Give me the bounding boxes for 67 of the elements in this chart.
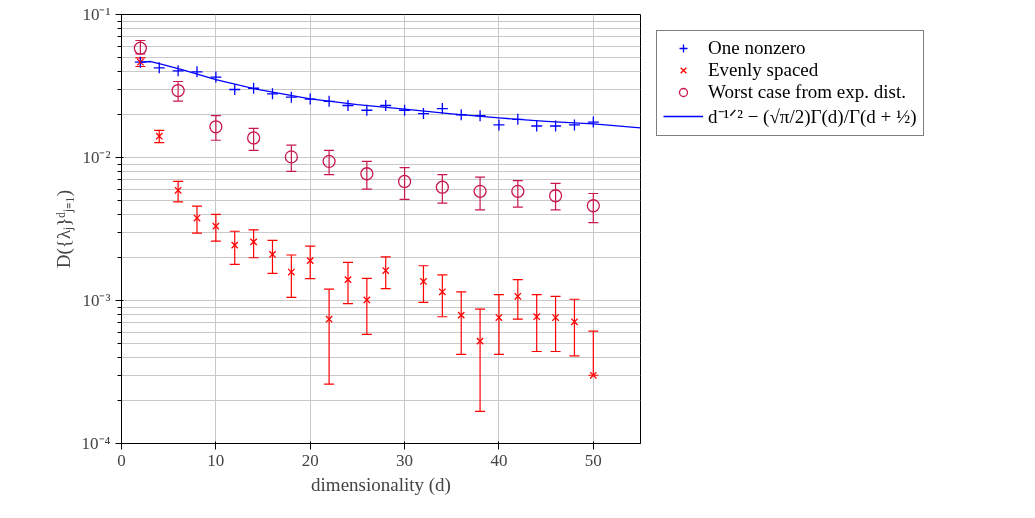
point bbox=[287, 268, 296, 276]
point bbox=[304, 92, 317, 106]
point bbox=[549, 119, 562, 133]
point bbox=[397, 174, 412, 189]
point bbox=[398, 104, 411, 117]
legend-label: Worst case from exp. dist. bbox=[708, 81, 906, 103]
point bbox=[266, 87, 279, 100]
point bbox=[171, 64, 185, 77]
legend-label: Evenly spaced bbox=[708, 59, 819, 81]
point bbox=[284, 150, 298, 164]
point bbox=[325, 315, 333, 324]
point bbox=[530, 119, 543, 133]
point bbox=[228, 83, 241, 96]
point bbox=[341, 99, 355, 112]
x-tick-label: 30 bbox=[396, 450, 414, 470]
point bbox=[360, 167, 374, 181]
point bbox=[230, 241, 239, 249]
point bbox=[246, 131, 261, 145]
point bbox=[436, 102, 449, 115]
point bbox=[285, 91, 298, 104]
point bbox=[587, 115, 600, 129]
point bbox=[322, 154, 336, 168]
point bbox=[381, 266, 390, 275]
y-tick-label: 10⁻³ bbox=[82, 291, 111, 310]
point bbox=[570, 317, 579, 326]
point bbox=[435, 180, 449, 194]
x-axis-title: dimensionality (d) bbox=[311, 473, 451, 496]
legend-label: d⁻¹ᐟ² − (√π/2)Γ(d)/Γ(d + ½) bbox=[708, 105, 917, 129]
point bbox=[511, 184, 525, 198]
y-axis-title: D({λⱼ}ᵈⱼ₌₁) bbox=[52, 189, 75, 269]
x-tick-label: 50 bbox=[584, 450, 602, 470]
point bbox=[476, 337, 484, 345]
point bbox=[492, 118, 506, 132]
x-tick-label: 0 bbox=[117, 450, 126, 470]
point bbox=[417, 107, 430, 120]
point bbox=[153, 61, 166, 74]
point bbox=[209, 70, 223, 84]
y-tick-label: 10⁻¹ bbox=[82, 5, 111, 24]
point bbox=[419, 277, 428, 286]
x-tick-label: 10 bbox=[207, 450, 225, 470]
point bbox=[174, 186, 182, 195]
point bbox=[171, 83, 185, 98]
point bbox=[379, 99, 392, 112]
point bbox=[190, 65, 204, 79]
legend-label: One nonzero bbox=[708, 37, 806, 59]
point bbox=[209, 120, 223, 134]
point bbox=[586, 199, 600, 213]
x-tick-label: 40 bbox=[490, 450, 508, 470]
point bbox=[438, 287, 447, 296]
point bbox=[495, 313, 503, 322]
point bbox=[155, 132, 164, 140]
point bbox=[363, 296, 371, 304]
x-tick-label: 20 bbox=[301, 450, 319, 470]
point bbox=[306, 256, 315, 265]
point bbox=[268, 250, 277, 259]
point bbox=[360, 104, 373, 117]
y-tick-label: 10⁻⁴ bbox=[81, 434, 111, 453]
point bbox=[473, 184, 487, 198]
point bbox=[514, 292, 522, 301]
point bbox=[568, 118, 581, 132]
point bbox=[548, 189, 563, 203]
y-tick-label: 10⁻² bbox=[82, 148, 111, 167]
point bbox=[249, 238, 258, 246]
point bbox=[344, 275, 352, 284]
point bbox=[247, 82, 260, 95]
line-series bbox=[139, 60, 641, 129]
point bbox=[457, 311, 466, 319]
